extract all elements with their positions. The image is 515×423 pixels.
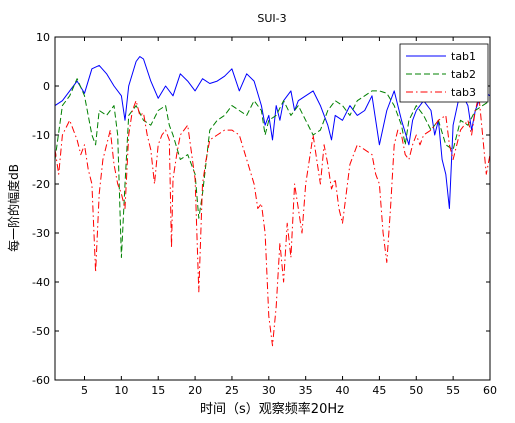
y-tick-label: -40: [32, 276, 50, 289]
y-tick-label: -30: [32, 227, 50, 240]
y-tick-label: -60: [32, 374, 50, 387]
y-axis-label: 每一阶的幅度dB: [6, 164, 21, 252]
series-line-tab3: [54, 95, 491, 347]
y-axis: 10 0 -10 -20 -30 -40 -50 -60: [32, 31, 490, 387]
x-tick-label: 10: [114, 384, 128, 397]
y-tick-label: -10: [32, 129, 50, 142]
chart-title: SUI-3: [257, 12, 286, 25]
x-tick-label: 60: [483, 384, 497, 397]
y-tick-label: 0: [43, 80, 50, 93]
y-tick-label: -20: [32, 178, 50, 191]
y-tick-label: 10: [36, 31, 50, 44]
x-axis: 5 10 15 20 25 30 35 40 45 50 55 60: [81, 37, 497, 397]
x-tick-label: 40: [336, 384, 350, 397]
x-tick-label: 20: [188, 384, 202, 397]
legend-label-tab1: tab1: [451, 50, 476, 63]
x-tick-label: 45: [372, 384, 386, 397]
x-tick-label: 25: [225, 384, 239, 397]
x-tick-label: 15: [151, 384, 165, 397]
x-tick-label: 5: [81, 384, 88, 397]
x-tick-label: 30: [262, 384, 276, 397]
legend-label-tab2: tab2: [451, 68, 476, 81]
y-tick-label: -50: [32, 325, 50, 338]
plot-frame: [54, 36, 491, 381]
legend-label-tab3: tab3: [451, 86, 476, 99]
series-line-tab2: [54, 78, 491, 258]
legend-box: [399, 43, 489, 103]
legend: tab1 tab2 tab3: [399, 43, 489, 103]
x-axis-label: 时间（s）观察频率20Hz: [200, 401, 344, 417]
x-tick-label: 35: [299, 384, 313, 397]
series-layer: [54, 56, 491, 347]
x-tick-label: 50: [409, 384, 423, 397]
x-tick-label: 55: [446, 384, 460, 397]
